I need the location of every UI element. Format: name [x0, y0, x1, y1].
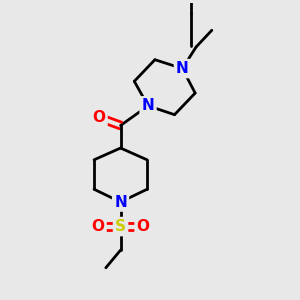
Text: O: O: [92, 110, 106, 125]
Text: S: S: [115, 219, 126, 234]
Text: N: N: [114, 194, 127, 209]
Text: O: O: [136, 219, 150, 234]
Text: N: N: [176, 61, 189, 76]
Text: O: O: [92, 219, 104, 234]
Text: N: N: [142, 98, 154, 113]
